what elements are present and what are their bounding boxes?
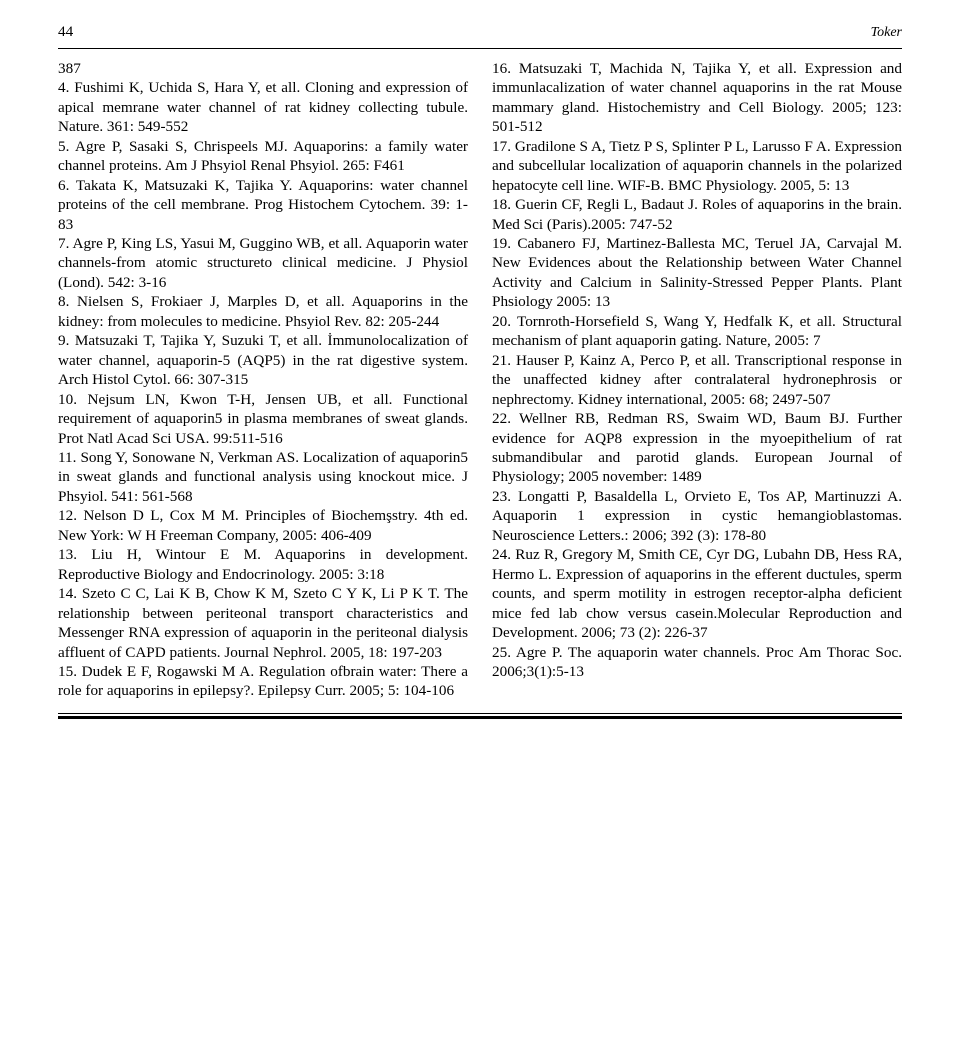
reference-item: 7. Agre P, King LS, Yasui M, Guggino WB,… [58, 234, 468, 292]
reference-continuation: 387 [58, 59, 468, 78]
reference-item: 12. Nelson D L, Cox M M. Principles of B… [58, 506, 468, 545]
reference-item: 25. Agre P. The aquaporin water channels… [492, 643, 902, 682]
reference-item: 18. Guerin CF, Regli L, Badaut J. Roles … [492, 195, 902, 234]
reference-item: 5. Agre P, Sasaki S, Chrispeels MJ. Aqua… [58, 137, 468, 176]
reference-item: 14. Szeto C C, Lai K B, Chow K M, Szeto … [58, 584, 468, 662]
reference-item: 23. Longatti P, Basaldella L, Orvieto E,… [492, 487, 902, 545]
reference-item: 8. Nielsen S, Frokiaer J, Marples D, et … [58, 292, 468, 331]
reference-item: 24. Ruz R, Gregory M, Smith CE, Cyr DG, … [492, 545, 902, 642]
reference-item: 9. Matsuzaki T, Tajika Y, Suzuki T, et a… [58, 331, 468, 389]
footer-rule-thin [58, 713, 902, 714]
reference-item: 6. Takata K, Matsuzaki K, Tajika Y. Aqua… [58, 176, 468, 234]
header-rule [58, 48, 902, 49]
reference-item: 21. Hauser P, Kainz A, Perco P, et all. … [492, 351, 902, 409]
reference-item: 17. Gradilone S A, Tietz P S, Splinter P… [492, 137, 902, 195]
reference-item: 20. Tornroth-Horsefield S, Wang Y, Hedfa… [492, 312, 902, 351]
references-columns: 387 4. Fushimi K, Uchida S, Hara Y, et a… [58, 59, 902, 701]
reference-item: 19. Cabanero FJ, Martinez-Ballesta MC, T… [492, 234, 902, 312]
reference-item: 10. Nejsum LN, Kwon T-H, Jensen UB, et a… [58, 390, 468, 448]
page-number: 44 [58, 22, 73, 41]
reference-item: 22. Wellner RB, Redman RS, Swaim WD, Bau… [492, 409, 902, 487]
reference-item: 16. Matsuzaki T, Machida N, Tajika Y, et… [492, 59, 902, 137]
reference-item: 11. Song Y, Sonowane N, Verkman AS. Loca… [58, 448, 468, 506]
running-header: 44 Toker [58, 0, 902, 48]
reference-item: 4. Fushimi K, Uchida S, Hara Y, et all. … [58, 78, 468, 136]
page: 44 Toker 387 4. Fushimi K, Uchida S, Har… [0, 0, 960, 719]
footer-rule-thick [58, 716, 902, 719]
running-author: Toker [871, 24, 902, 42]
reference-item: 13. Liu H, Wintour E M. Aquaporins in de… [58, 545, 468, 584]
reference-item: 15. Dudek E F, Rogawski M A. Regulation … [58, 662, 468, 701]
